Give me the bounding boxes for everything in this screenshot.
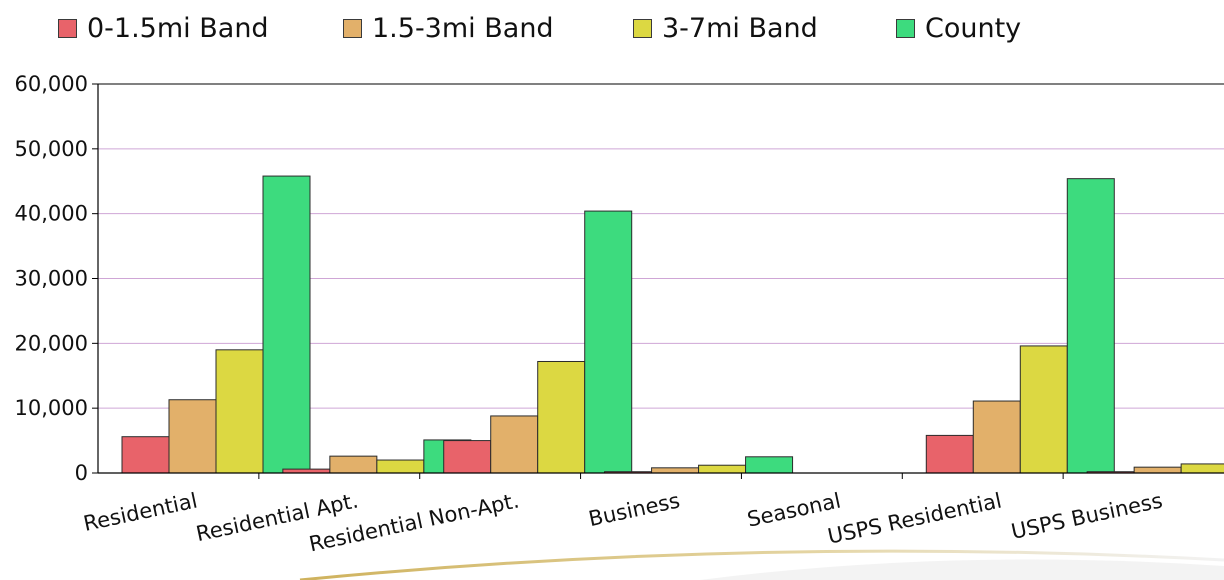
bar-1-1 — [329, 455, 378, 474]
bar-0-0 — [121, 436, 170, 474]
legend-swatch-2 — [633, 18, 652, 38]
y-tick-label-1: 10,000 — [15, 396, 88, 420]
legend-swatch-0 — [58, 18, 77, 38]
legend-item-3: County — [896, 10, 1021, 46]
bar-0-2 — [215, 349, 264, 474]
x-tick-label-6: USPS Business — [1009, 488, 1165, 543]
bar-6-2 — [1180, 463, 1224, 474]
bar-3-2 — [698, 464, 747, 474]
legend-label-0: 0-1.5mi Band — [87, 12, 269, 44]
bar-3-1 — [651, 467, 700, 474]
bar-2-0 — [443, 440, 492, 474]
bar-5-0 — [925, 434, 974, 474]
x-tick-label-3: Business — [586, 488, 682, 531]
y-tick-label-4: 40,000 — [15, 202, 88, 226]
legend-item-1: 1.5-3mi Band — [343, 10, 554, 46]
legend-swatch-3 — [896, 18, 915, 38]
legend-swatch-1 — [343, 18, 362, 38]
x-tick-label-5: USPS Residential — [826, 488, 1004, 548]
legend-label-1: 1.5-3mi Band — [372, 12, 554, 44]
bar-3-3 — [745, 456, 794, 474]
bar-2-3 — [584, 210, 633, 474]
legend-label-2: 3-7mi Band — [662, 12, 818, 44]
bar-2-2 — [537, 360, 586, 474]
x-tick-label-0: Residential — [81, 488, 199, 536]
bar-5-3 — [1066, 178, 1115, 474]
y-tick-label-5: 50,000 — [15, 137, 88, 161]
y-tick-label-6: 60,000 — [15, 72, 88, 96]
y-tick-label-3: 30,000 — [15, 267, 88, 291]
bar-1-2 — [376, 459, 425, 474]
legend-label-3: County — [925, 12, 1022, 44]
legend-item-2: 3-7mi Band — [633, 10, 818, 46]
legend-item-0: 0-1.5mi Band — [58, 10, 269, 46]
y-tick-label-0: 0 — [75, 461, 88, 485]
decorative-swoosh-shade — [700, 559, 1224, 580]
decorative-swoosh — [299, 549, 1224, 580]
bar-2-1 — [490, 415, 539, 474]
y-tick-label-2: 20,000 — [15, 331, 88, 355]
bar-5-2 — [1019, 345, 1068, 474]
bar-0-3 — [262, 175, 311, 474]
bar-6-1 — [1133, 466, 1182, 474]
bar-5-1 — [972, 400, 1021, 474]
bar-0-1 — [168, 399, 217, 474]
